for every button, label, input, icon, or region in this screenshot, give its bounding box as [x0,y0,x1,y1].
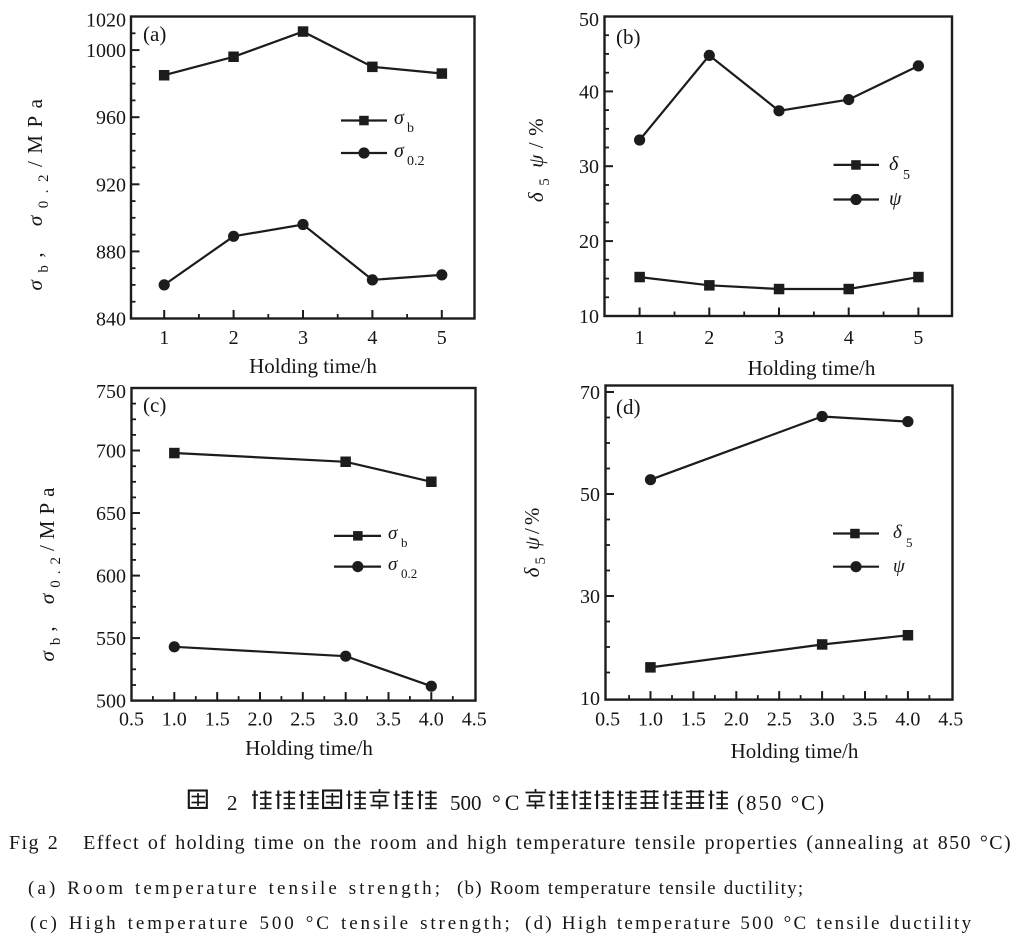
svg-text:5: 5 [903,168,910,183]
svg-text:Holding time/h: Holding time/h [748,356,876,380]
svg-text:(a): (a) [143,22,166,46]
svg-text:4.5: 4.5 [938,709,963,731]
svg-text:δ: δ [893,522,903,543]
svg-text:50: 50 [580,484,600,506]
svg-text:700: 700 [96,441,126,463]
svg-text:δ5ψ/%: δ5ψ/% [520,505,549,578]
svg-text:500: 500 [96,691,126,713]
svg-text:(c): (c) [143,393,166,417]
svg-text:1.0: 1.0 [638,709,663,731]
svg-text:4.0: 4.0 [895,709,920,731]
svg-text:3.0: 3.0 [333,709,358,731]
svg-text:650: 650 [96,503,126,525]
svg-text:5: 5 [906,535,913,550]
svg-text:10: 10 [580,688,600,710]
svg-text:2: 2 [227,791,238,815]
svg-text:(b): (b) [616,25,641,49]
svg-text:ψ: ψ [893,556,906,577]
svg-text:2.5: 2.5 [767,709,792,731]
svg-text:Holding time/h: Holding time/h [731,739,859,763]
svg-text:σ: σ [388,554,398,575]
svg-text:750: 750 [96,381,126,403]
svg-text:3.5: 3.5 [376,709,401,731]
svg-text:2.0: 2.0 [248,709,273,731]
svg-text:(850 °C): (850 °C) [737,791,826,815]
svg-text:1.5: 1.5 [205,709,230,731]
svg-text:5: 5 [437,327,447,349]
svg-text:2: 2 [229,327,239,349]
svg-text:0.2: 0.2 [407,154,425,169]
svg-text:Holding time/h: Holding time/h [249,354,377,378]
svg-text:δ5ψ/%: δ5ψ/% [524,112,553,202]
svg-text:1.5: 1.5 [681,709,706,731]
svg-text:0.5: 0.5 [595,709,620,731]
svg-text:70: 70 [580,382,600,404]
svg-text:5: 5 [913,327,923,349]
svg-text:840: 840 [96,309,126,331]
svg-text:1: 1 [635,327,645,349]
svg-text:Holding time/h: Holding time/h [245,736,373,760]
svg-text:1000: 1000 [86,40,126,62]
svg-text:4.5: 4.5 [462,709,487,731]
svg-text:960: 960 [96,107,126,129]
svg-text:920: 920 [96,174,126,196]
svg-text:3.5: 3.5 [853,709,878,731]
svg-text:σ: σ [388,523,398,544]
svg-text:4.0: 4.0 [419,709,444,731]
svg-text:3: 3 [298,327,308,349]
svg-text:b: b [407,121,414,136]
svg-text:40: 40 [579,81,599,103]
svg-text:1: 1 [159,327,169,349]
svg-text:3.0: 3.0 [810,709,835,731]
svg-text:0.5: 0.5 [119,709,144,731]
svg-text:3: 3 [774,327,784,349]
svg-text:4: 4 [367,327,377,349]
svg-text:50: 50 [579,9,599,31]
svg-text:σ: σ [394,107,405,129]
svg-text:600: 600 [96,566,126,588]
svg-text:σb, σ0.2/MPa: σb, σ0.2/MPa [23,92,52,291]
svg-text:0.2: 0.2 [401,566,417,581]
svg-text:1.0: 1.0 [162,709,187,731]
svg-text:δ: δ [889,153,899,175]
svg-text:4: 4 [844,327,854,349]
svg-text:550: 550 [96,628,126,650]
svg-text:10: 10 [579,306,599,328]
svg-text:2: 2 [704,327,714,349]
svg-text:20: 20 [579,231,599,253]
svg-text:2.0: 2.0 [724,709,749,731]
svg-text:1020: 1020 [86,10,126,32]
svg-text:σb, σ0.2/MPa: σb, σ0.2/MPa [35,482,64,662]
svg-text:880: 880 [96,241,126,263]
svg-text:500: 500 [450,791,482,815]
svg-text:2.5: 2.5 [290,709,315,731]
svg-text:(d): (d) [616,395,641,419]
svg-text:σ: σ [394,140,405,162]
svg-text:°C: °C [492,790,523,815]
svg-text:30: 30 [580,586,600,608]
svg-text:30: 30 [579,156,599,178]
svg-text:b: b [401,535,408,550]
svg-text:ψ: ψ [889,188,902,210]
